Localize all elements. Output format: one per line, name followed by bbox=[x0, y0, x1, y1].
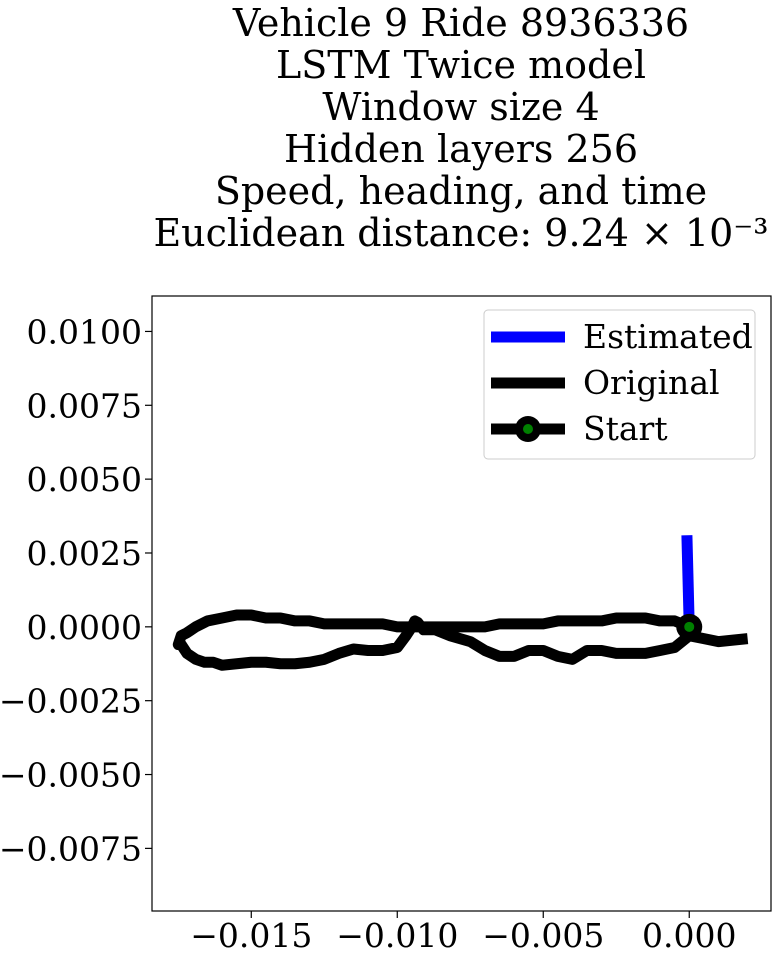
series-original-line bbox=[172, 609, 749, 671]
y-tick-label: −0.0050 bbox=[0, 756, 142, 795]
legend-start-label: Start bbox=[583, 409, 668, 448]
x-tick-label: −0.005 bbox=[482, 916, 604, 955]
y-tick-label: 0.0000 bbox=[27, 608, 142, 647]
title-line-1: Vehicle 9 Ride 8936336 bbox=[232, 1, 690, 45]
y-tick-label: 0.0100 bbox=[27, 312, 142, 351]
legend-estimated-label: Estimated bbox=[583, 317, 753, 356]
title-line-4: Hidden layers 256 bbox=[283, 127, 639, 171]
legend-box bbox=[483, 309, 756, 460]
legend: Estimated Original Start bbox=[483, 309, 756, 460]
plot-area-frame bbox=[151, 295, 772, 912]
y-tick-label: −0.0075 bbox=[0, 829, 142, 868]
x-tick-label: 0.000 bbox=[642, 916, 736, 955]
y-tick-label: 0.0025 bbox=[27, 534, 142, 573]
start-marker-center bbox=[684, 621, 695, 632]
title-line-6: Euclidean distance: 9.24 × 10⁻³ bbox=[153, 211, 769, 255]
legend-original-label: Original bbox=[583, 363, 720, 402]
x-tick-label: −0.010 bbox=[336, 916, 458, 955]
series-estimated-line bbox=[681, 535, 695, 627]
title-line-3: Window size 4 bbox=[322, 85, 600, 129]
title-line-5: Speed, heading, and time bbox=[214, 169, 708, 213]
y-axis: 0.0100 0.0075 0.0050 0.0025 0.0000 −0.0025 −0.… bbox=[0, 312, 152, 868]
x-axis: −0.015 −0.010 −0.005 0.000 bbox=[190, 911, 736, 955]
y-tick-label: 0.0050 bbox=[27, 460, 142, 499]
y-tick-label: 0.0075 bbox=[27, 386, 142, 425]
x-tick-label: −0.015 bbox=[190, 916, 312, 955]
series-layer bbox=[172, 535, 749, 671]
title-line-2: LSTM Twice model bbox=[276, 43, 646, 87]
legend-start-marker-center bbox=[523, 424, 533, 434]
y-tick-label: −0.0025 bbox=[0, 682, 142, 721]
